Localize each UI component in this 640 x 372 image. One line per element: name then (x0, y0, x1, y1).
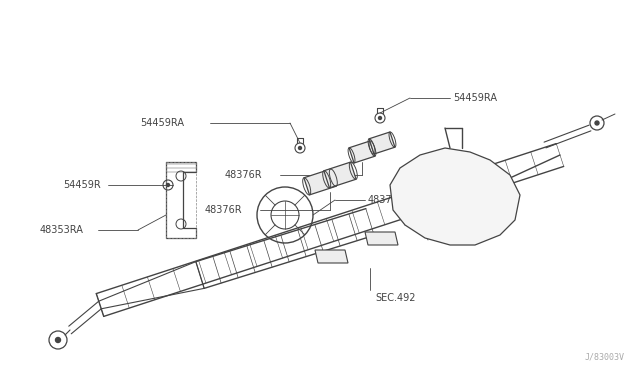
Circle shape (595, 121, 599, 125)
Polygon shape (324, 162, 356, 188)
Circle shape (378, 116, 381, 119)
Text: SEC.492: SEC.492 (375, 293, 415, 303)
Polygon shape (365, 232, 398, 245)
Polygon shape (349, 141, 375, 163)
Text: J/83003V: J/83003V (585, 353, 625, 362)
Circle shape (56, 337, 61, 343)
Polygon shape (390, 148, 520, 245)
Polygon shape (304, 169, 336, 195)
Text: 54459RA: 54459RA (453, 93, 497, 103)
Circle shape (166, 183, 170, 186)
Text: 54459R: 54459R (63, 180, 100, 190)
Polygon shape (315, 250, 348, 263)
Text: 48376R: 48376R (225, 170, 262, 180)
Text: 48376RA: 48376RA (368, 195, 412, 205)
Text: 54459RA: 54459RA (140, 118, 184, 128)
Text: 48353RA: 48353RA (40, 225, 84, 235)
Circle shape (298, 147, 301, 150)
Polygon shape (369, 132, 395, 154)
Text: 48376R: 48376R (205, 205, 243, 215)
